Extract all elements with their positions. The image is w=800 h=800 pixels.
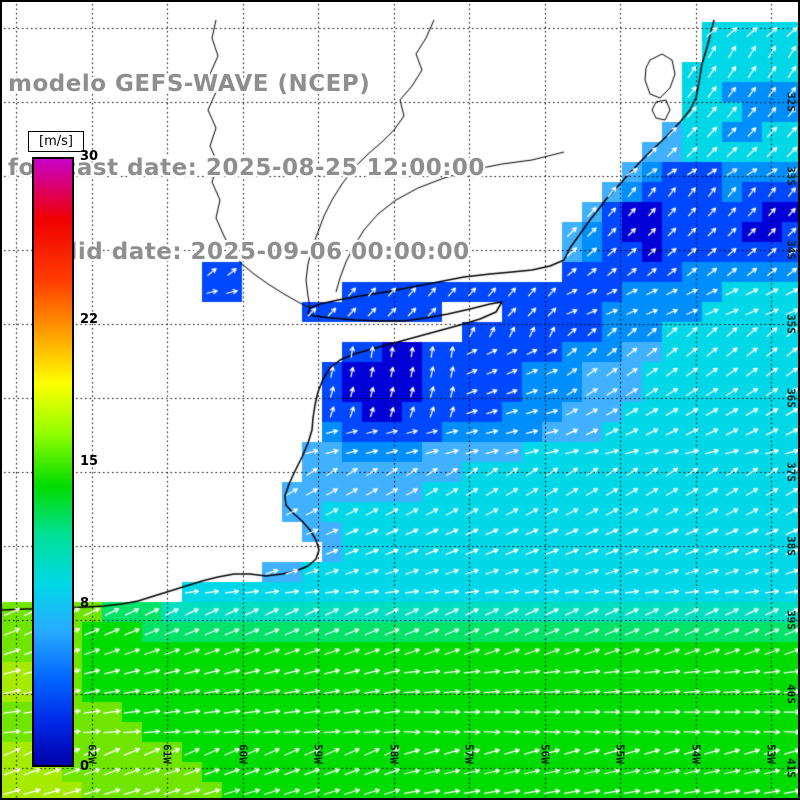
longitude-label: 56W xyxy=(538,744,552,764)
latitude-label: 33S xyxy=(784,166,798,186)
longitude-label: 57W xyxy=(462,744,476,764)
longitude-label: 59W xyxy=(311,744,325,764)
longitude-label: 53W xyxy=(764,744,778,764)
longitude-label: 55W xyxy=(613,744,627,764)
title-block: modelo GEFS-WAVE (NCEP) forecast date: 2… xyxy=(8,14,485,322)
latitude-label: 35S xyxy=(784,314,798,334)
latitude-label: 36S xyxy=(784,388,798,408)
colorbar-tick-label: 0 xyxy=(80,759,90,774)
latitude-label: 34S xyxy=(784,240,798,260)
latitude-label: 38S xyxy=(784,536,798,556)
colorbar-tick-label: 8 xyxy=(80,596,90,612)
colorbar xyxy=(32,157,74,767)
valid-date: valid date: 2025-09-06 00:00:00 xyxy=(38,239,470,265)
longitude-label: 61W xyxy=(160,744,174,764)
colorbar-units-label: [m/s] xyxy=(28,131,84,152)
colorbar-tick-label: 30 xyxy=(80,149,99,164)
latitude-label: 32S xyxy=(784,92,798,112)
colorbar-tick-label: 22 xyxy=(80,311,99,327)
model-title: modelo GEFS-WAVE (NCEP) xyxy=(8,71,371,97)
longitude-label: 62W xyxy=(85,744,99,764)
latitude-label: 37S xyxy=(784,462,798,482)
latitude-label: 39S xyxy=(784,610,798,630)
latitude-label: 40S xyxy=(784,684,798,704)
longitude-label: 60W xyxy=(236,744,250,764)
colorbar-tick-label: 15 xyxy=(80,454,99,469)
latitude-label: 41S xyxy=(784,758,798,778)
longitude-label: 54W xyxy=(689,744,703,764)
longitude-label: 58W xyxy=(387,744,401,764)
